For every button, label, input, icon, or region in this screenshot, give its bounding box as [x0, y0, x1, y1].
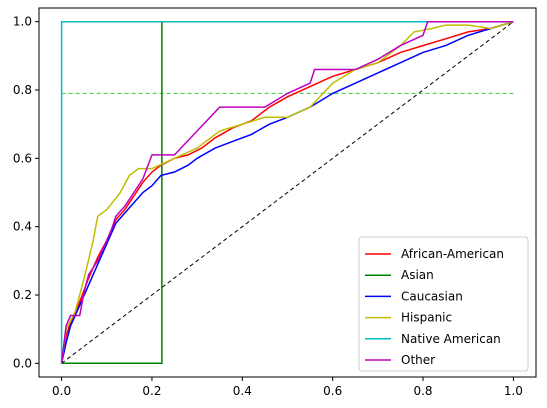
- x-tick-label: 0.2: [142, 384, 161, 398]
- y-tick-label: 1.0: [13, 15, 32, 29]
- y-axis-ticks: 0.0 0.2 0.4 0.6 0.8 1.0: [13, 15, 39, 370]
- series-line-other: [60, 20, 514, 364]
- y-tick-label: 0.0: [13, 356, 32, 370]
- legend-label: African-American: [401, 247, 504, 261]
- legend-label: Asian: [401, 268, 434, 282]
- legend-label: Native American: [401, 332, 501, 346]
- plot-frame: [38, 7, 537, 378]
- legend-label: Caucasian: [401, 289, 463, 303]
- legend: African-American Asian Caucasian Hispanic Na…: [358, 236, 529, 372]
- series-line-african-american: [60, 20, 514, 364]
- x-tick-label: 1.0: [504, 384, 523, 398]
- y-tick-label: 0.6: [13, 151, 32, 165]
- x-tick-label: 0.6: [323, 384, 342, 398]
- series-line-caucasian: [60, 20, 514, 364]
- legend-box: [358, 236, 529, 372]
- series-line-native-american: [60, 20, 514, 364]
- series-lines: [60, 20, 514, 365]
- x-axis-ticks: 0.0 0.2 0.4 0.6 0.8 1.0: [52, 377, 523, 398]
- x-tick-label: 0.8: [413, 384, 432, 398]
- chance-diagonal-line: [61, 21, 514, 364]
- x-tick-label: 0.4: [233, 384, 252, 398]
- y-tick-label: 0.2: [13, 288, 32, 302]
- series-line-hispanic: [60, 20, 514, 364]
- y-tick-label: 0.8: [13, 83, 32, 97]
- y-tick-label: 0.4: [13, 220, 32, 234]
- x-tick-label: 0.0: [52, 384, 71, 398]
- legend-label: Hispanic: [401, 311, 452, 325]
- series-line-asian: [61, 21, 163, 365]
- legend-label: Other: [401, 353, 435, 367]
